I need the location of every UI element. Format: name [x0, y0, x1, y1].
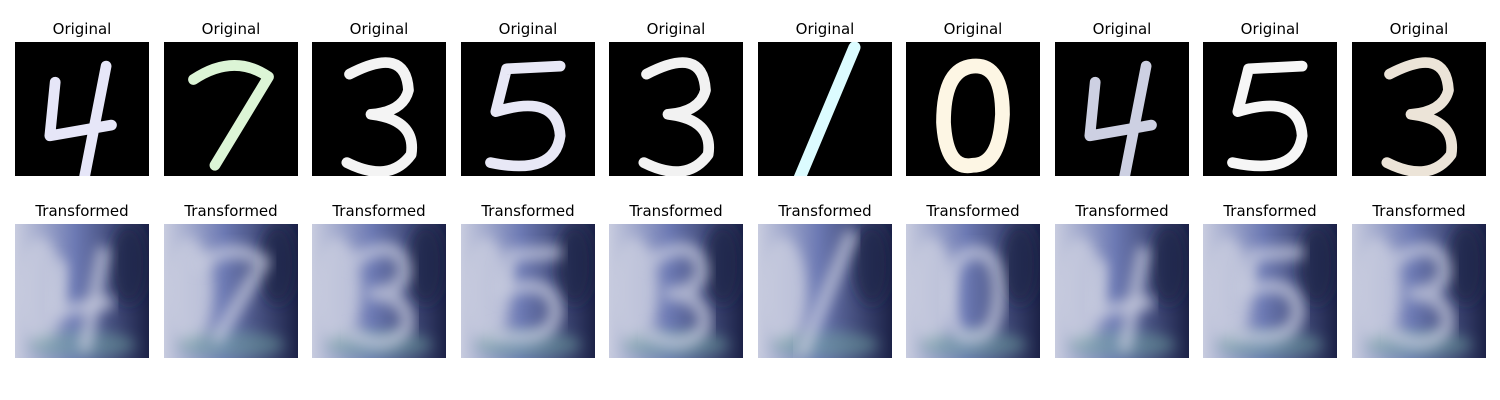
original-image-10 — [1352, 42, 1486, 176]
original-title: Original — [15, 20, 149, 38]
original-image-7 — [906, 42, 1040, 176]
transformed-image-7 — [906, 224, 1040, 358]
transformed-title: Transformed — [1055, 202, 1189, 220]
transformed-title: Transformed — [312, 202, 446, 220]
transformed-title: Transformed — [164, 202, 298, 220]
original-image-2 — [164, 42, 298, 176]
transformed-title: Transformed — [1203, 202, 1337, 220]
original-title: Original — [1055, 20, 1189, 38]
original-image-9 — [1203, 42, 1337, 176]
transformed-title: Transformed — [609, 202, 743, 220]
original-title: Original — [758, 20, 892, 38]
transformed-image-4 — [461, 224, 595, 358]
transformed-image-5 — [609, 224, 743, 358]
original-image-3 — [312, 42, 446, 176]
original-title: Original — [164, 20, 298, 38]
transformed-title: Transformed — [758, 202, 892, 220]
transformed-title: Transformed — [906, 202, 1040, 220]
original-title: Original — [1352, 20, 1486, 38]
original-title: Original — [461, 20, 595, 38]
original-image-4 — [461, 42, 595, 176]
transformed-image-2 — [164, 224, 298, 358]
original-title: Original — [1203, 20, 1337, 38]
original-image-8 — [1055, 42, 1189, 176]
transformed-image-3 — [312, 224, 446, 358]
transformed-image-8 — [1055, 224, 1189, 358]
original-title: Original — [609, 20, 743, 38]
original-image-1 — [15, 42, 149, 176]
transformed-image-1 — [15, 224, 149, 358]
original-image-5 — [609, 42, 743, 176]
original-title: Original — [312, 20, 446, 38]
transformed-image-10 — [1352, 224, 1486, 358]
transformed-image-9 — [1203, 224, 1337, 358]
original-image-6 — [758, 42, 892, 176]
transformed-title: Transformed — [15, 202, 149, 220]
transformed-title: Transformed — [1352, 202, 1486, 220]
original-title: Original — [906, 20, 1040, 38]
transformed-title: Transformed — [461, 202, 595, 220]
transformed-image-6 — [758, 224, 892, 358]
